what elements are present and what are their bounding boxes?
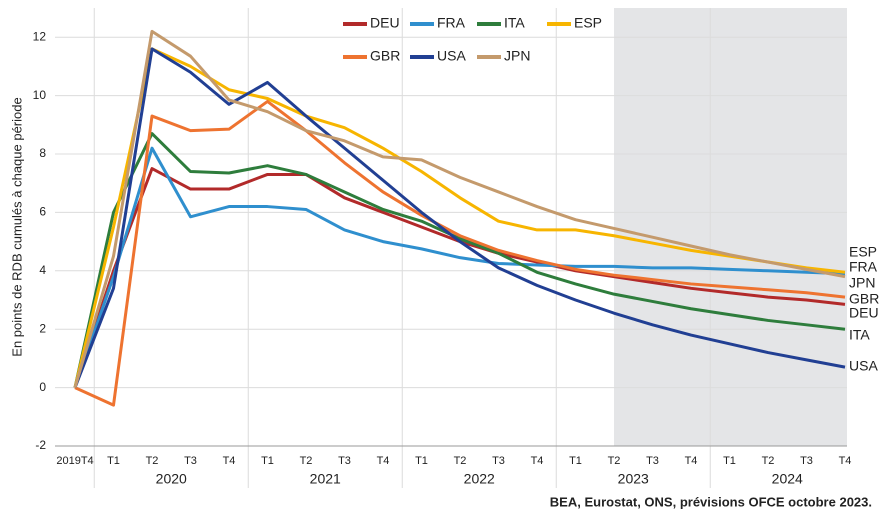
y-tick-label: -2 <box>35 438 46 452</box>
end-label: JPN <box>849 275 875 291</box>
series-line <box>74 99 846 407</box>
legend-label: JPN <box>504 48 530 64</box>
series-line <box>73 29 846 389</box>
end-label: ITA <box>849 327 870 343</box>
legend-label: FRA <box>437 15 466 31</box>
x-tick-label: T4 <box>377 455 390 467</box>
x-tick-label: T4 <box>839 455 852 467</box>
x-tick-label: T2 <box>762 455 775 467</box>
x-tick-label: T3 <box>646 455 659 467</box>
y-tick-label: 10 <box>33 88 47 102</box>
end-label: USA <box>849 358 878 374</box>
x-tick-label: T1 <box>415 455 428 467</box>
x-tick-label: T3 <box>184 455 197 467</box>
series-line <box>73 47 846 388</box>
end-label: ESP <box>849 244 877 260</box>
source: BEA, Eurostat, ONS, prévisions OFCE octo… <box>550 494 872 509</box>
x-tick-label: T2 <box>300 455 313 467</box>
x-tick-label: T3 <box>492 455 505 467</box>
legend-label: GBR <box>370 48 400 64</box>
legend-label: ESP <box>574 15 602 31</box>
y-tick-label: 0 <box>39 380 46 394</box>
series-line <box>73 146 846 389</box>
end-label: FRA <box>849 259 878 275</box>
y-tick-label: 12 <box>33 29 47 43</box>
legend-label: USA <box>437 48 466 64</box>
x-tick-label: T3 <box>800 455 813 467</box>
legend-label: ITA <box>504 15 525 31</box>
x-tick-label: T1 <box>569 455 582 467</box>
forecast-shade <box>614 8 847 446</box>
x-tick-label: 2019T4 <box>56 455 93 467</box>
year-label: 2020 <box>156 471 187 487</box>
year-label: 2022 <box>464 471 495 487</box>
x-tick-label: T4 <box>685 455 698 467</box>
x-tick-label: T4 <box>531 455 544 467</box>
x-tick-label: T2 <box>454 455 467 467</box>
x-tick-label: T1 <box>723 455 736 467</box>
end-label: DEU <box>849 305 879 321</box>
y-tick-label: 6 <box>39 205 46 219</box>
series-line <box>73 132 846 388</box>
y-tick-label: 8 <box>39 146 46 160</box>
year-label: 2021 <box>310 471 341 487</box>
y-axis-label: En points de RDB cumulés à chaque périod… <box>9 97 24 356</box>
x-tick-label: T1 <box>261 455 274 467</box>
x-tick-label: T1 <box>107 455 120 467</box>
x-tick-label: T3 <box>338 455 351 467</box>
end-label: GBR <box>849 291 879 307</box>
y-tick-label: 2 <box>39 321 46 335</box>
year-label: 2024 <box>772 471 803 487</box>
year-label: 2023 <box>618 471 649 487</box>
x-tick-label: T2 <box>146 455 159 467</box>
legend-label: DEU <box>370 15 400 31</box>
y-tick-label: 4 <box>39 263 46 277</box>
x-tick-label: T4 <box>223 455 236 467</box>
x-tick-label: T2 <box>608 455 621 467</box>
series-line <box>73 47 846 389</box>
